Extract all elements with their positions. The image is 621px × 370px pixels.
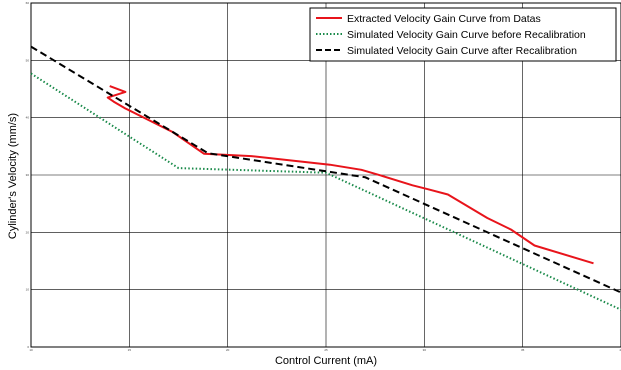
x-axis-title: Control Current (mA) xyxy=(275,355,377,367)
y-tick-label: 0 xyxy=(27,345,29,349)
y-tick-label: 40 xyxy=(26,116,30,120)
y-tick-label: 20 xyxy=(26,230,30,234)
legend-label-extracted: Extracted Velocity Gain Curve from Datas xyxy=(347,13,541,25)
x-tick-label: 15 xyxy=(128,348,132,352)
legend: Extracted Velocity Gain Curve from Datas… xyxy=(309,7,617,62)
y-tick-label: 50 xyxy=(26,58,30,62)
series-before-line xyxy=(30,72,621,311)
y-tick-label: 60 xyxy=(26,1,30,5)
series-extracted-line xyxy=(106,85,594,265)
legend-label-before: Simulated Velocity Gain Curve before Rec… xyxy=(347,29,586,41)
x-tick-label: 30 xyxy=(423,348,427,352)
y-axis-title: Cylinder's Velocity (mm/s) xyxy=(7,113,19,239)
legend-box xyxy=(309,7,617,62)
series-after-line xyxy=(30,45,621,294)
x-tick-label: 20 xyxy=(226,348,230,352)
x-tick-label: 25 xyxy=(324,348,328,352)
x-tick-label: 40 xyxy=(619,348,621,352)
series-lines xyxy=(30,45,621,311)
x-tick-label: 35 xyxy=(521,348,525,352)
y-tick-label: 10 xyxy=(26,288,30,292)
y-tick-label: 30 xyxy=(26,173,30,177)
legend-label-after: Simulated Velocity Gain Curve after Reca… xyxy=(347,45,577,57)
x-tick-label: 10 xyxy=(29,348,33,352)
tick-labels: 101520253035400102030405060 xyxy=(26,1,621,352)
